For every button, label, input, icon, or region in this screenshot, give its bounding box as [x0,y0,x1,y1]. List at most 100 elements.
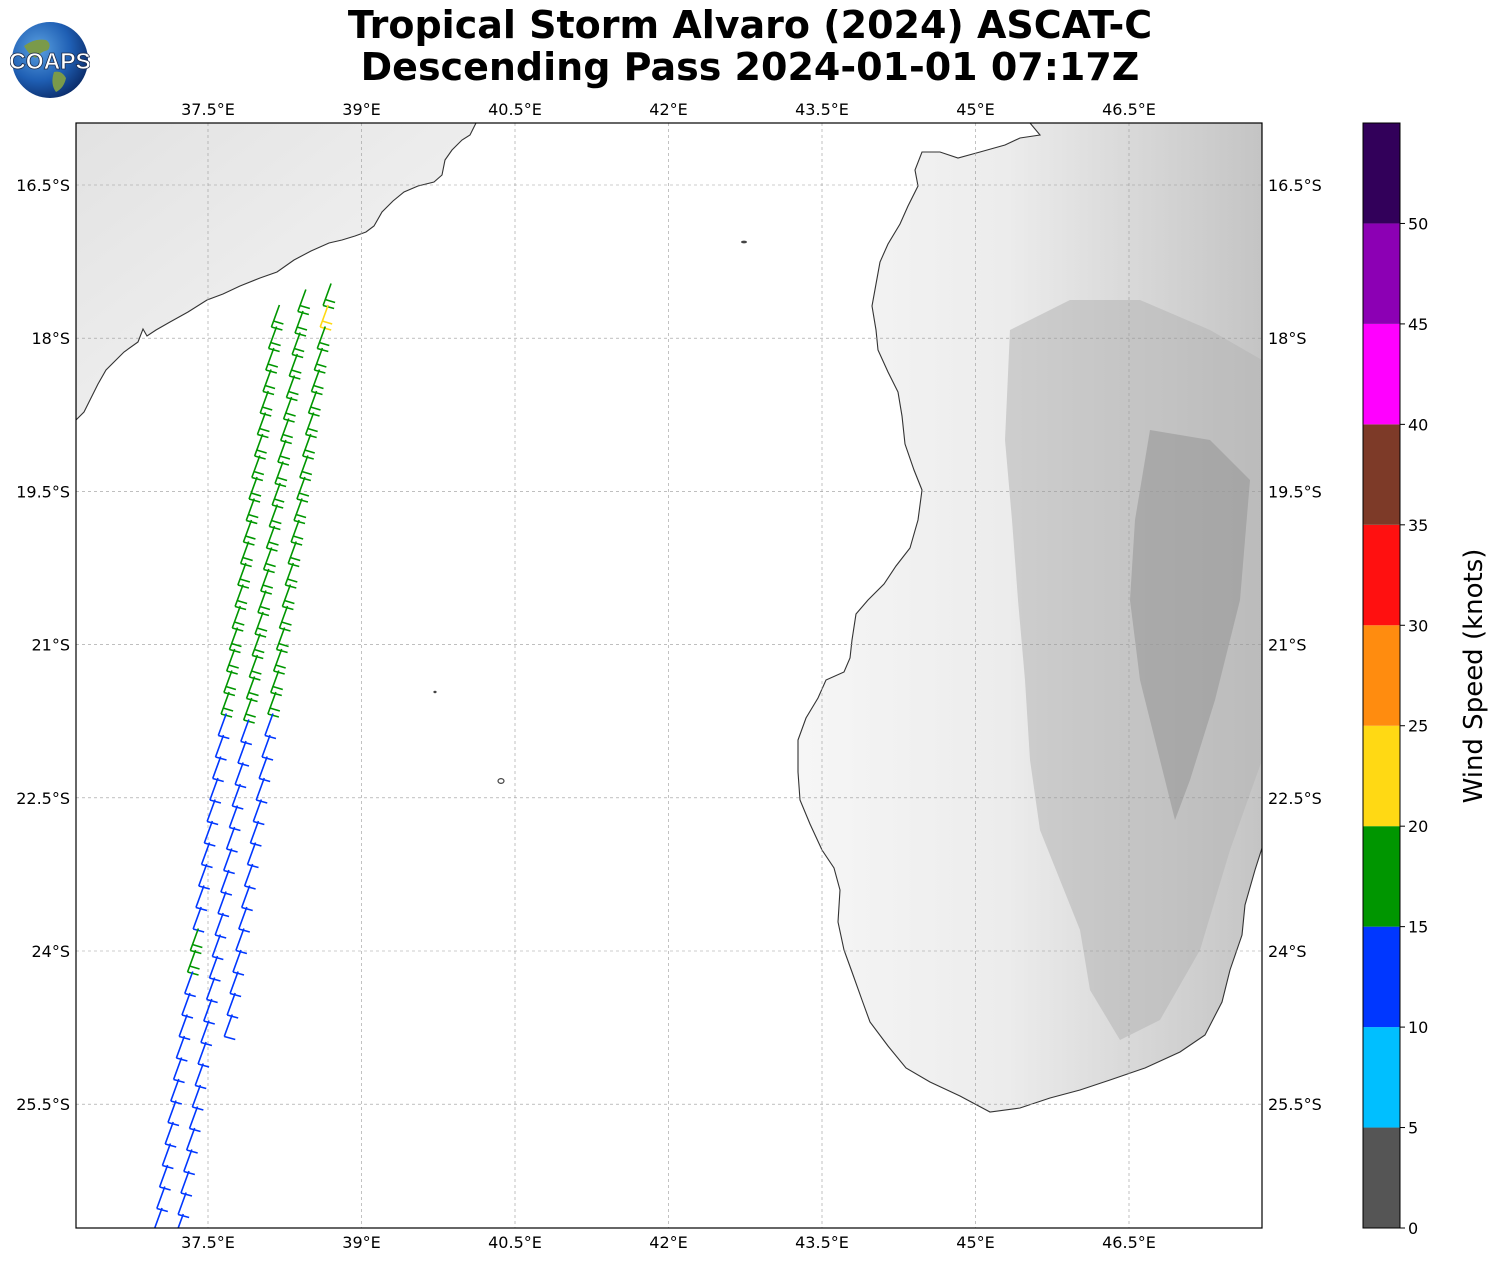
wind-barb [270,304,284,331]
colorbar-tick-label: 45 [1408,315,1428,334]
lon-tick-label-bottom: 46.5°E [1102,1233,1156,1252]
lat-tick-label-left: 18°S [31,329,70,348]
wind-barb [246,842,259,869]
wind-barb [248,654,262,681]
wind-barb [259,390,273,417]
wind-barb [274,461,288,488]
wind-barb [316,326,330,353]
wind-barb [251,633,265,660]
wind-barb [313,347,327,374]
colorbar-bin [1363,1127,1400,1228]
wind-barb [245,676,259,703]
wind-barb [282,396,296,423]
wind-barb [242,697,256,724]
wind-barb [225,826,238,853]
wind-barb [271,482,285,509]
wind-barb [208,955,221,982]
wind-barb [189,928,203,955]
wind-barb [284,562,298,589]
wind-barb [200,1020,213,1047]
wind-barb [264,713,277,740]
wind-barb [217,713,230,740]
axis-tick-labels: 37.5°E 37.5°E 39°E 39°E 40.5°E 40.5°E 42°E 42°E… [16,100,1322,1252]
wind-barb [156,1186,169,1213]
wind-barb [297,289,311,316]
wind-barb [192,906,205,933]
lat-tick-label-left: 19.5°S [16,482,70,501]
lat-tick-label-left: 22.5°S [16,789,70,808]
wind-barb [272,648,286,675]
wind-barb [296,476,310,503]
wind-barb [251,455,265,482]
wind-barb [262,547,276,574]
wind-barb [267,326,281,353]
wind-barb [167,1100,180,1127]
colorbar: 0 5 10 15 20 25 30 35 40 45 50 [1362,122,1428,1238]
wind-barb [265,347,279,374]
lon-tick-label-top: 42°E [649,100,687,119]
title-line-2: Descending Pass 2024-01-01 07:17Z [360,45,1140,89]
wind-barb [248,476,262,503]
wind-barb [277,439,291,466]
small-island [741,240,747,244]
colorbar-label: Wind Speed (knots) [1459,549,1489,804]
lat-tick-label-left: 24°S [31,942,70,961]
colorbar-tick-label: 50 [1408,214,1428,233]
colorbar-bin [1363,1027,1400,1128]
lat-tick-label-left: 25.5°S [16,1095,70,1114]
colorbar-tick-label: 35 [1408,516,1428,535]
colorbar-bin [1363,625,1400,726]
wind-barb [288,353,302,380]
lon-tick-label-bottom: 40.5°E [488,1233,542,1252]
wind-barb [261,734,274,761]
wind-barb [287,541,301,568]
wind-barb [161,1143,174,1170]
wind-barb [186,949,200,976]
wind-barb [177,1213,185,1228]
lon-tick-label-top: 46.5°E [1102,100,1156,119]
lon-tick-label-bottom: 39°E [342,1233,380,1252]
wind-barb [240,885,253,912]
coaps-logo: COAPS [10,22,90,98]
wind-barb [239,541,253,568]
wind-barb [188,1106,201,1133]
wind-barb [255,777,268,804]
wind-barb [257,590,271,617]
wind-barb [301,433,315,460]
wind-barb [267,691,281,718]
lon-tick-label-top: 45°E [956,100,994,119]
wind-barb [191,1084,204,1111]
colorbar-bin [1363,725,1400,827]
lat-tick-label-right: 16.5°S [1268,176,1322,195]
wind-barb [253,433,267,460]
wind-barb [262,369,276,396]
small-island [433,690,437,694]
wind-barb [184,971,196,998]
madagascar-highlands [1130,430,1250,820]
colorbar-bin [1363,926,1400,1028]
wind-barb [228,627,242,654]
wind-barb [214,912,227,939]
wind-barb [307,390,321,417]
wind-barb [232,949,245,976]
lat-tick-label-right: 21°S [1268,636,1307,655]
lon-tick-label-bottom: 37.5°E [181,1233,235,1252]
colorbar-bin [1363,323,1400,425]
wind-barb [235,928,248,955]
wind-barb [238,906,251,933]
wind-barb [181,992,194,1019]
wind-barb [275,627,289,654]
wind-barb [223,1014,236,1041]
wind-barb [256,412,270,439]
wind-barb [220,869,233,896]
wind-barb [290,519,304,546]
wind-barb [178,1014,191,1041]
wind-barb [203,998,215,1025]
wind-barb [153,1207,163,1228]
lon-tick-label-bottom: 43.5°E [795,1233,849,1252]
wind-barb [183,1149,196,1176]
small-island [497,777,505,784]
wind-barb [228,805,241,832]
lat-tick-label-left: 21°S [31,636,70,655]
